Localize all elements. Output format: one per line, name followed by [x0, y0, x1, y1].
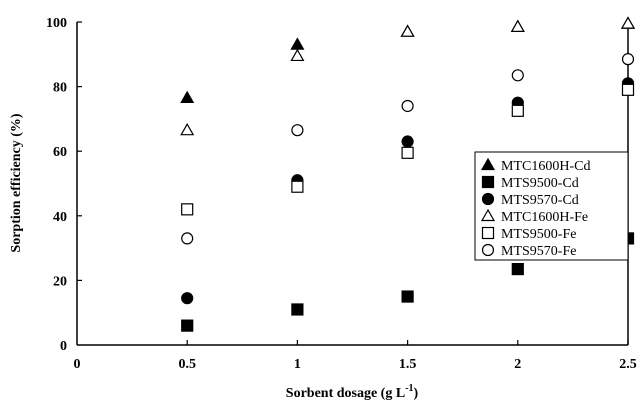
- data-point-mts9500-fe: [511, 104, 524, 117]
- data-point-mtc1600h-fe: [510, 19, 525, 32]
- legend-label-mts9500-cd: MTS9500-Cd: [501, 176, 579, 191]
- data-point-mts9500-cd: [181, 319, 194, 332]
- x-axis-title: Sorbent dosage (g L-1): [286, 383, 419, 401]
- legend: MTC1600H-Cd MTS9500-Cd MTS9570-Cd MTC1600H-…: [474, 151, 629, 261]
- data-point-mts9500-fe: [621, 83, 635, 96]
- legend-label-mts9570-cd: MTS9570-Cd: [501, 193, 579, 208]
- x-tick-label: 0.5: [178, 357, 196, 372]
- marks-group: [180, 16, 636, 332]
- tick-group: 0 0.5 1 1.5 2 2.5 0 20 40 60 80 100: [46, 16, 637, 372]
- data-point-mtc1600h-cd: [290, 37, 305, 50]
- x-axis-title-sup: -1: [405, 383, 413, 394]
- legend-label-mts9570-fe: MTS9570-Fe: [501, 244, 576, 259]
- legend-marker-mts9500-cd: [481, 175, 495, 189]
- data-point-mts9570-cd: [181, 292, 194, 305]
- y-tick-label: 20: [53, 274, 67, 289]
- x-axis-title-end: ): [414, 386, 419, 401]
- data-point-mts9570-fe: [181, 232, 194, 245]
- data-point-mts9570-fe: [511, 69, 524, 82]
- y-tick-label: 80: [53, 81, 67, 96]
- data-point-mts9570-fe: [401, 99, 414, 113]
- x-tick-label: 2.5: [619, 357, 637, 372]
- data-point-mts9500-cd: [511, 262, 524, 276]
- legend-marker-mts9500-fe: [481, 226, 495, 240]
- data-point-mtc1600h-fe: [400, 24, 415, 37]
- x-axis-title-main: Sorbent dosage (g L: [286, 386, 405, 401]
- y-tick-label: 60: [53, 145, 67, 160]
- y-axis-title: Sorption efficiency (%): [9, 113, 24, 253]
- legend-label-mtc1600h-fe: MTC1600H-Fe: [501, 210, 588, 225]
- y-tick-label: 100: [46, 16, 67, 31]
- legend-label-mts9500-fe: MTS9500-Fe: [501, 227, 576, 242]
- data-point-mts9500-fe: [181, 203, 194, 216]
- legend-label-mtc1600h-cd: MTC1600H-Cd: [501, 159, 590, 174]
- y-tick-label: 40: [53, 210, 67, 225]
- data-point-mts9500-fe: [291, 180, 304, 193]
- y-tick-label: 0: [60, 339, 67, 354]
- data-point-mts9570-cd: [401, 135, 414, 148]
- x-tick-label: 2: [514, 357, 521, 372]
- data-point-mtc1600h-cd: [180, 90, 195, 104]
- data-point-mts9570-fe: [291, 124, 304, 137]
- legend-marker-mtc1600h-cd: [480, 157, 496, 171]
- legend-marker-mts9570-fe: [481, 243, 495, 257]
- legend-box: [474, 151, 629, 261]
- x-tick-label: 0: [74, 357, 81, 372]
- data-point-mtc1600h-fe: [180, 122, 195, 136]
- x-tick-label: 1.5: [399, 357, 417, 372]
- data-point-mtc1600h-fe: [290, 48, 305, 62]
- data-point-mts9500-cd: [401, 290, 414, 303]
- data-point-mts9500-fe: [401, 146, 414, 159]
- x-tick-label: 1: [294, 357, 301, 372]
- legend-marker-mts9570-cd: [481, 192, 495, 206]
- data-point-mts9570-fe: [621, 53, 635, 66]
- data-point-mts9500-cd: [291, 303, 304, 316]
- data-point-mtc1600h-fe: [620, 16, 636, 29]
- legend-marker-mtc1600h-fe: [480, 208, 496, 222]
